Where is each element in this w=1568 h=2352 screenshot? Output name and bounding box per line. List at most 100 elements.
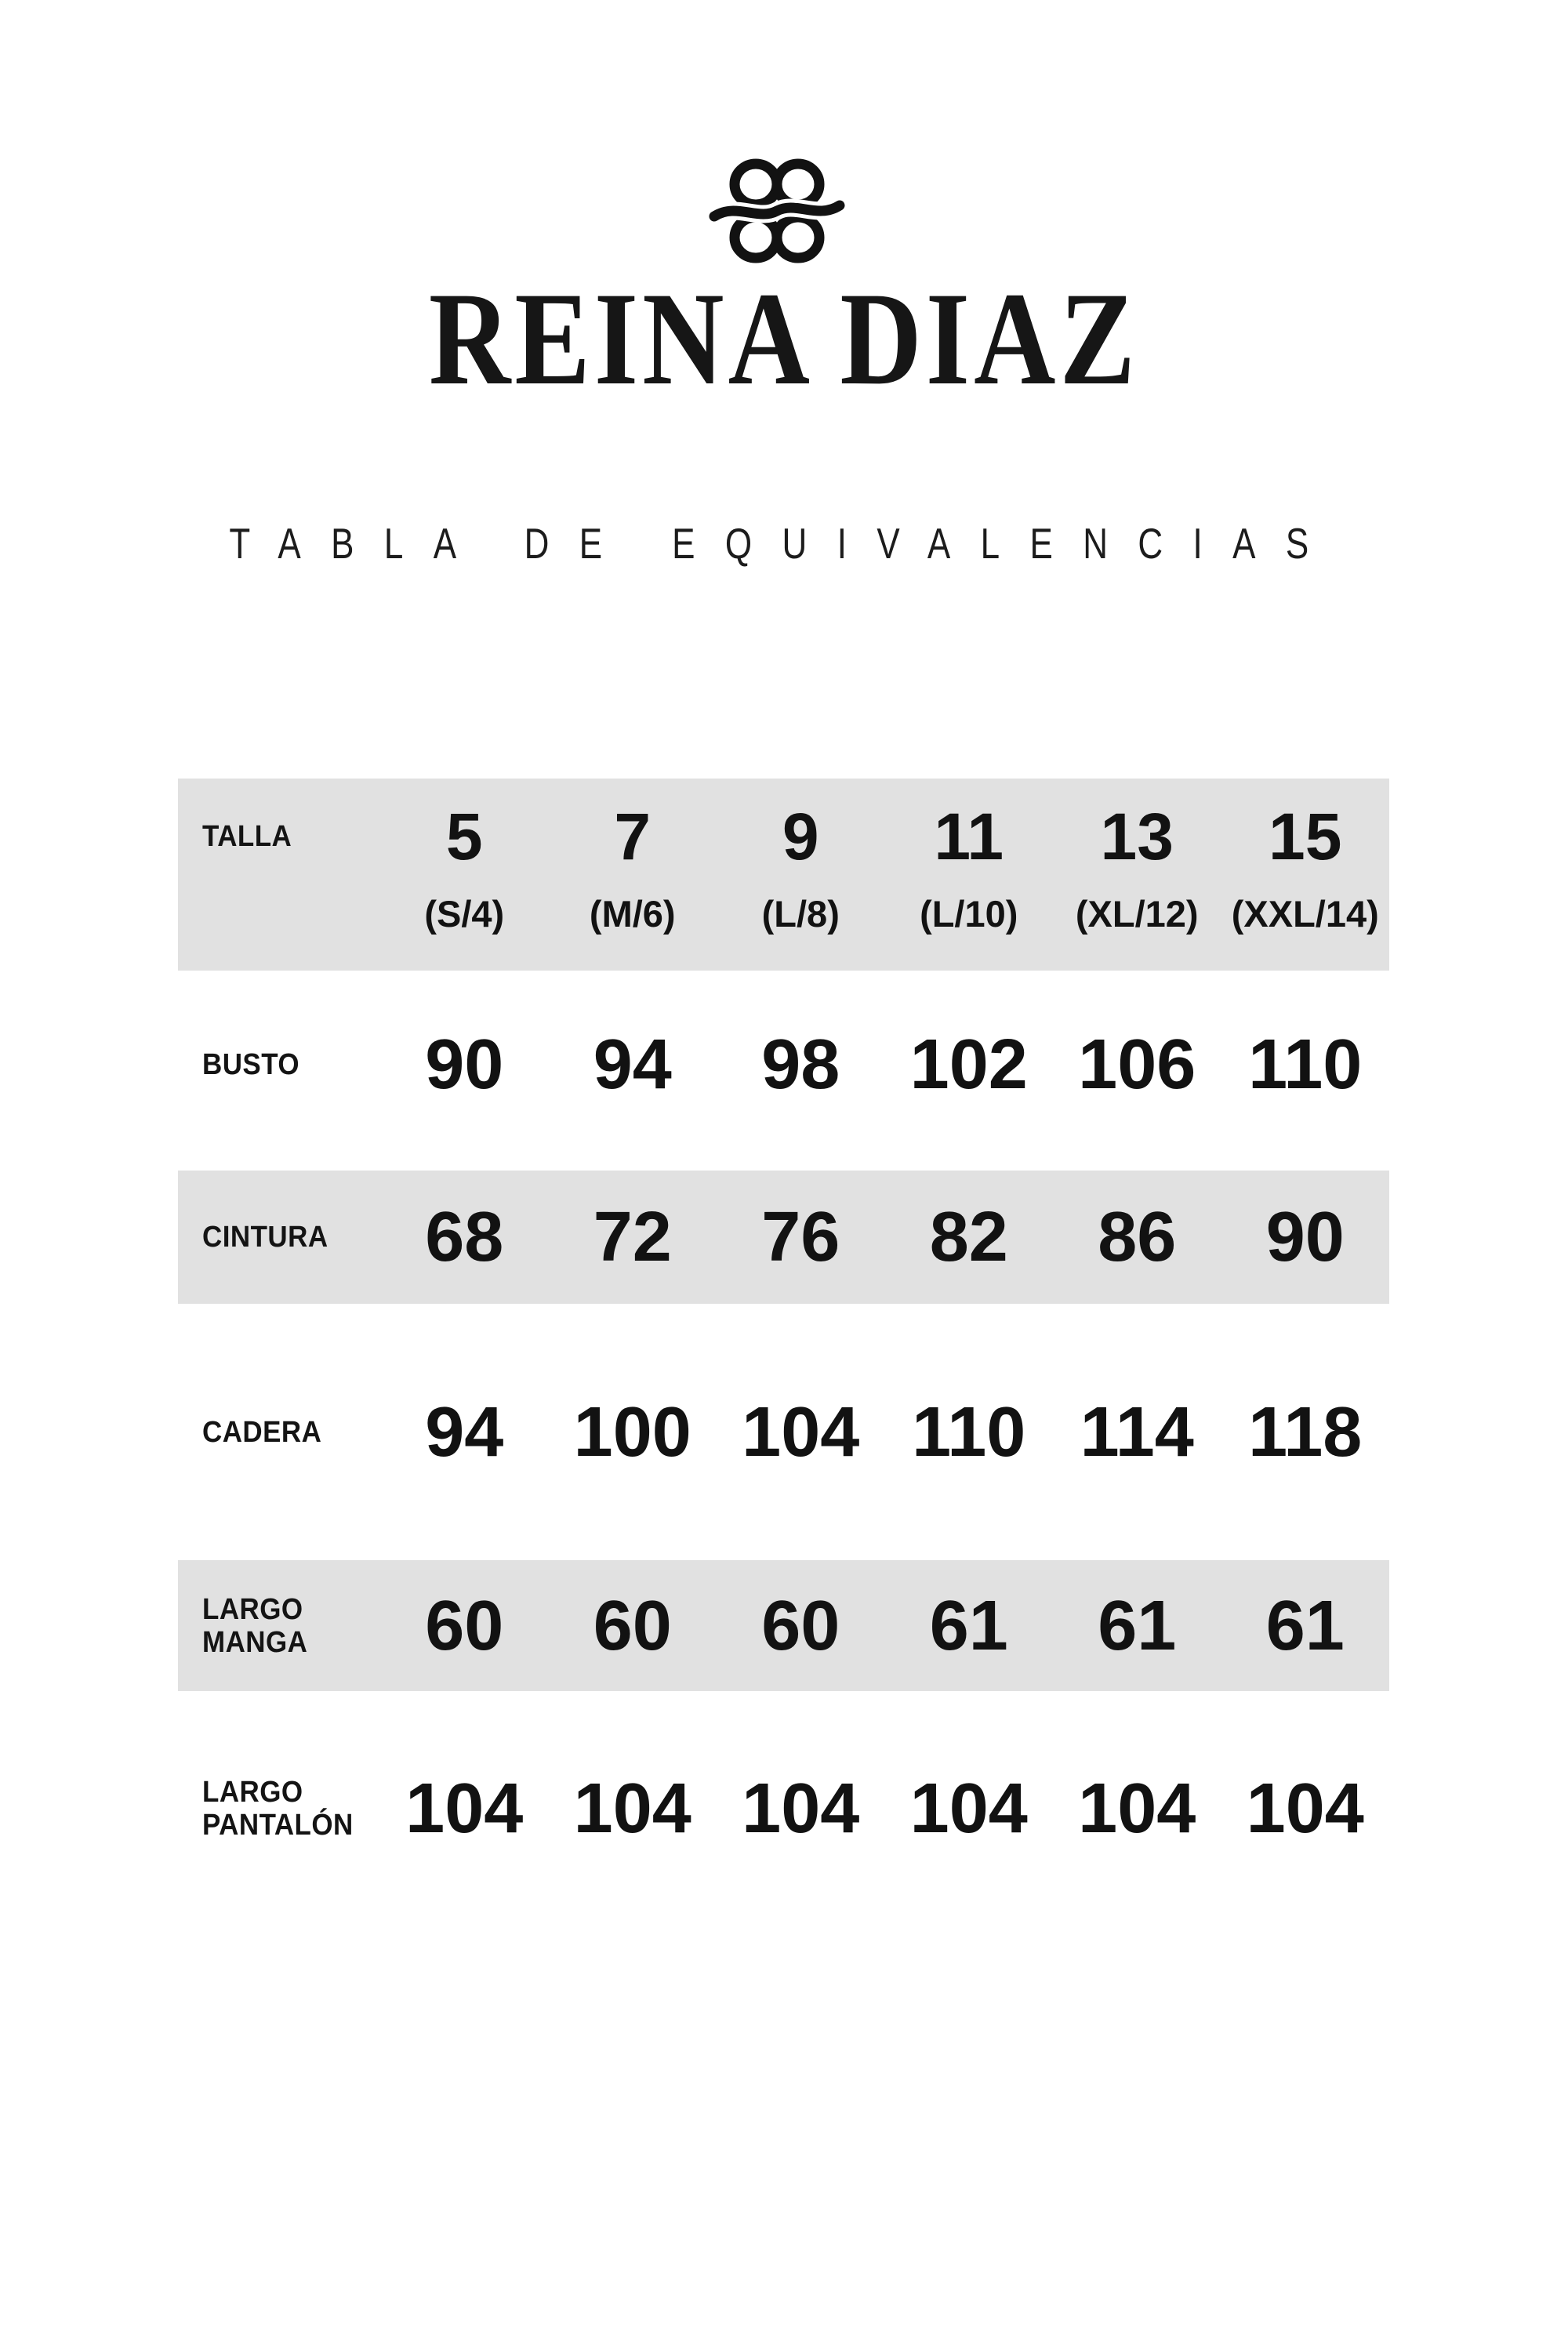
measure-number: 60 — [761, 1586, 840, 1665]
size-number: 15 — [1269, 800, 1342, 873]
measure-number: 76 — [761, 1198, 840, 1276]
row-label-line2: MANGA — [202, 1625, 308, 1659]
row-label: TALLA — [202, 820, 292, 853]
measure-value: 68 — [380, 1202, 549, 1272]
measure-number: 60 — [593, 1586, 672, 1665]
row-label: BUSTO — [202, 1048, 300, 1081]
brand-knot-logo-icon — [709, 158, 845, 263]
size-equivalent: (S/4) — [424, 893, 505, 935]
row-label: CADERA — [202, 1415, 322, 1449]
row-label: CINTURA — [202, 1221, 328, 1254]
size-column-2: 7 (M/6) — [549, 796, 717, 971]
row-header-cadera: CADERA — [178, 1416, 380, 1449]
measure-number: 68 — [425, 1198, 504, 1276]
measure-value: 110 — [885, 1397, 1054, 1468]
size-column-3: 9 (L/8) — [717, 796, 885, 971]
measure-value: 82 — [885, 1202, 1054, 1272]
measure-number: 90 — [1265, 1198, 1345, 1276]
table-row-cintura: CINTURA 68 72 76 82 86 90 — [178, 1171, 1389, 1304]
measure-value: 118 — [1221, 1397, 1390, 1468]
cintura-values: 68 72 76 82 86 90 — [380, 1202, 1389, 1272]
measure-number: 90 — [425, 1025, 504, 1104]
row-header-cintura: CINTURA — [178, 1221, 380, 1254]
brand-name: REINA DIAZ — [428, 265, 1140, 412]
measure-number: 94 — [425, 1392, 504, 1472]
measure-number: 104 — [573, 1769, 691, 1848]
measure-value: 76 — [717, 1202, 885, 1272]
size-equivalent: (XL/12) — [1075, 893, 1199, 935]
measure-value: 98 — [717, 1029, 885, 1100]
measure-number: 110 — [912, 1392, 1026, 1472]
measure-number: 100 — [573, 1392, 691, 1472]
measure-number: 104 — [1246, 1769, 1364, 1848]
table-row-largo-pantalon: LARGO PANTALÓN 104 104 104 104 104 104 — [178, 1691, 1389, 1926]
size-column-5: 13 (XL/12) — [1053, 796, 1221, 971]
largo-pantalon-values: 104 104 104 104 104 104 — [380, 1773, 1389, 1844]
measure-value: 90 — [1221, 1202, 1390, 1272]
measure-value: 94 — [549, 1029, 717, 1100]
measure-number: 94 — [593, 1025, 672, 1104]
measure-value: 106 — [1053, 1029, 1221, 1100]
size-number: 13 — [1100, 800, 1174, 873]
row-header-busto: BUSTO — [178, 1048, 380, 1081]
measure-number: 104 — [742, 1769, 860, 1848]
measure-number: 60 — [425, 1586, 504, 1665]
measure-value: 104 — [717, 1773, 885, 1844]
measure-number: 98 — [761, 1025, 840, 1104]
measure-value: 102 — [885, 1029, 1054, 1100]
measure-value: 104 — [1221, 1773, 1390, 1844]
table-row-talla: TALLA 5 (S/4) 7 (M/6) 9 (L/8) 11 (L/10) … — [178, 779, 1389, 971]
measure-value: 86 — [1053, 1202, 1221, 1272]
measure-number: 110 — [1248, 1025, 1363, 1104]
measure-number: 102 — [909, 1025, 1028, 1104]
measure-value: 72 — [549, 1202, 717, 1272]
measure-value: 60 — [549, 1591, 717, 1661]
size-column-6: 15 (XXL/14) — [1221, 796, 1390, 971]
measure-value: 104 — [717, 1397, 885, 1468]
measure-value: 61 — [885, 1591, 1054, 1661]
size-equivalent: (XXL/14) — [1231, 893, 1379, 935]
measure-number: 118 — [1248, 1392, 1363, 1472]
size-column-1: 5 (S/4) — [380, 796, 549, 971]
row-header-largo-pantalon: LARGO PANTALÓN — [178, 1776, 380, 1842]
measure-number: 104 — [1078, 1769, 1196, 1848]
measure-value: 61 — [1221, 1591, 1390, 1661]
row-label-line1: LARGO — [202, 1776, 303, 1809]
measure-number: 61 — [1265, 1586, 1345, 1665]
measure-value: 104 — [549, 1773, 717, 1844]
measure-number: 86 — [1098, 1198, 1177, 1276]
measure-value: 60 — [717, 1591, 885, 1661]
measure-number: 114 — [1080, 1392, 1194, 1472]
row-label-line2: PANTALÓN — [202, 1809, 354, 1842]
row-header-largo-manga: LARGO MANGA — [178, 1593, 380, 1659]
size-number: 9 — [782, 800, 819, 873]
measure-number: 61 — [1098, 1586, 1177, 1665]
size-number: 7 — [614, 800, 652, 873]
page-title: TABLA DE EQUIVALENCIAS — [229, 519, 1339, 568]
measure-value: 110 — [1221, 1029, 1390, 1100]
measure-number: 104 — [405, 1769, 524, 1848]
talla-values: 5 (S/4) 7 (M/6) 9 (L/8) 11 (L/10) 13 (XL… — [380, 796, 1389, 971]
size-equivalent: (L/10) — [920, 893, 1018, 935]
table-row-busto: BUSTO 90 94 98 102 106 110 — [178, 971, 1389, 1159]
measure-value: 100 — [549, 1397, 717, 1468]
measure-number: 82 — [929, 1198, 1008, 1276]
cadera-values: 94 100 104 110 114 118 — [380, 1397, 1389, 1468]
measure-value: 104 — [380, 1773, 549, 1844]
busto-values: 90 94 98 102 106 110 — [380, 1029, 1389, 1100]
row-label-line1: LARGO — [202, 1592, 303, 1626]
largo-manga-values: 60 60 60 61 61 61 — [380, 1591, 1389, 1661]
measure-number: 72 — [593, 1198, 672, 1276]
measure-value: 90 — [380, 1029, 549, 1100]
size-equivalent: (M/6) — [589, 893, 676, 935]
measure-value: 60 — [380, 1591, 549, 1661]
table-row-cadera: CADERA 94 100 104 110 114 118 — [178, 1304, 1389, 1560]
row-header-talla: TALLA — [178, 796, 380, 971]
measure-number: 104 — [742, 1392, 860, 1472]
size-equivalent: (L/8) — [761, 893, 840, 935]
size-number: 5 — [445, 800, 483, 873]
measure-value: 114 — [1053, 1397, 1221, 1468]
measure-value: 104 — [885, 1773, 1054, 1844]
measure-value: 61 — [1053, 1591, 1221, 1661]
